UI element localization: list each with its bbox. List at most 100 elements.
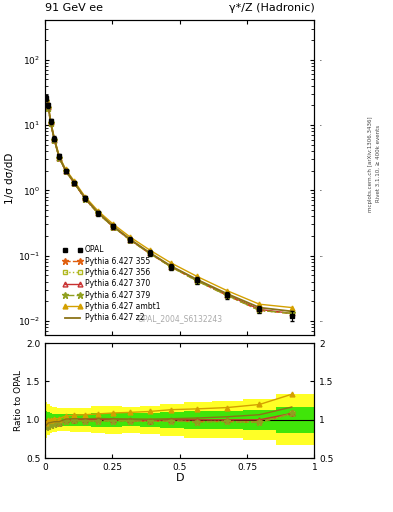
Line: Pythia 6.427 379: Pythia 6.427 379 <box>43 98 295 316</box>
Pythia 6.427 356 <box>57 155 62 161</box>
Pythia 6.427 370 <box>195 277 199 283</box>
Pythia 6.427 ambt1 <box>83 194 87 200</box>
Pythia 6.427 356 <box>63 168 68 174</box>
Pythia 6.427 ambt1 <box>46 102 51 109</box>
Pythia 6.427 z2 <box>111 223 116 229</box>
Pythia 6.427 355 <box>128 237 132 243</box>
Pythia 6.427 379 <box>72 180 77 186</box>
Pythia 6.427 355 <box>44 98 49 104</box>
Pythia 6.427 ambt1 <box>52 135 57 141</box>
X-axis label: D: D <box>176 474 184 483</box>
Pythia 6.427 ambt1 <box>289 305 294 311</box>
Pythia 6.427 355 <box>83 196 87 202</box>
Pythia 6.427 379 <box>52 137 57 143</box>
Pythia 6.427 379 <box>46 104 51 111</box>
Pythia 6.427 370 <box>72 180 77 186</box>
Pythia 6.427 355 <box>147 250 152 257</box>
Pythia 6.427 370 <box>257 306 262 312</box>
Pythia 6.427 379 <box>147 250 152 257</box>
Pythia 6.427 z2 <box>169 263 174 269</box>
Pythia 6.427 z2 <box>44 97 49 103</box>
Pythia 6.427 379 <box>111 224 116 230</box>
Pythia 6.427 ambt1 <box>95 208 100 214</box>
Pythia 6.427 z2 <box>257 305 262 311</box>
Pythia 6.427 356 <box>169 264 174 270</box>
Pythia 6.427 379 <box>128 237 132 243</box>
Pythia 6.427 z2 <box>48 119 53 125</box>
Pythia 6.427 379 <box>57 155 62 161</box>
Pythia 6.427 z2 <box>95 209 100 216</box>
Pythia 6.427 355 <box>63 168 68 174</box>
Pythia 6.427 z2 <box>225 291 230 297</box>
Pythia 6.427 379 <box>195 278 199 284</box>
Pythia 6.427 z2 <box>52 136 57 142</box>
Pythia 6.427 ambt1 <box>111 221 116 227</box>
Pythia 6.427 356 <box>289 310 294 316</box>
Pythia 6.427 379 <box>83 196 87 202</box>
Pythia 6.427 370 <box>48 119 53 125</box>
Pythia 6.427 355 <box>169 264 174 270</box>
Pythia 6.427 356 <box>83 196 87 202</box>
Pythia 6.427 356 <box>225 292 230 298</box>
Pythia 6.427 356 <box>72 180 77 186</box>
Pythia 6.427 355 <box>72 180 77 186</box>
Pythia 6.427 ambt1 <box>225 288 230 294</box>
Pythia 6.427 z2 <box>57 154 62 160</box>
Pythia 6.427 ambt1 <box>128 234 132 240</box>
Pythia 6.427 379 <box>48 120 53 126</box>
Y-axis label: Ratio to OPAL: Ratio to OPAL <box>14 370 23 431</box>
Pythia 6.427 356 <box>147 250 152 257</box>
Pythia 6.427 ambt1 <box>147 247 152 253</box>
Pythia 6.427 379 <box>63 168 68 174</box>
Pythia 6.427 370 <box>169 264 174 270</box>
Pythia 6.427 z2 <box>195 276 199 283</box>
Pythia 6.427 z2 <box>83 195 87 201</box>
Pythia 6.427 370 <box>147 250 152 256</box>
Line: Pythia 6.427 355: Pythia 6.427 355 <box>43 98 295 316</box>
Pythia 6.427 356 <box>111 224 116 230</box>
Pythia 6.427 379 <box>169 264 174 270</box>
Pythia 6.427 370 <box>57 155 62 161</box>
Pythia 6.427 370 <box>83 196 87 202</box>
Pythia 6.427 355 <box>257 307 262 313</box>
Pythia 6.427 356 <box>195 278 199 284</box>
Pythia 6.427 355 <box>57 155 62 161</box>
Legend: OPAL, Pythia 6.427 355, Pythia 6.427 356, Pythia 6.427 370, Pythia 6.427 379, Py: OPAL, Pythia 6.427 355, Pythia 6.427 356… <box>60 242 163 325</box>
Pythia 6.427 379 <box>44 98 49 104</box>
Pythia 6.427 379 <box>289 310 294 316</box>
Pythia 6.427 356 <box>257 307 262 313</box>
Text: mcplots.cern.ch [arXiv:1306.3436]: mcplots.cern.ch [arXiv:1306.3436] <box>368 116 373 211</box>
Pythia 6.427 356 <box>95 210 100 217</box>
Pythia 6.427 ambt1 <box>63 166 68 173</box>
Pythia 6.427 379 <box>257 307 262 313</box>
Line: Pythia 6.427 370: Pythia 6.427 370 <box>44 98 294 316</box>
Pythia 6.427 z2 <box>46 103 51 110</box>
Pythia 6.427 355 <box>225 292 230 298</box>
Pythia 6.427 355 <box>52 137 57 143</box>
Pythia 6.427 ambt1 <box>44 96 49 102</box>
Pythia 6.427 370 <box>225 292 230 298</box>
Pythia 6.427 z2 <box>63 167 68 174</box>
Pythia 6.427 370 <box>63 168 68 174</box>
Line: Pythia 6.427 356: Pythia 6.427 356 <box>44 99 294 315</box>
Pythia 6.427 356 <box>128 237 132 243</box>
Y-axis label: 1/σ dσ/dD: 1/σ dσ/dD <box>5 152 15 204</box>
Text: 91 GeV ee: 91 GeV ee <box>45 3 103 13</box>
Text: OPAL_2004_S6132243: OPAL_2004_S6132243 <box>137 314 222 323</box>
Pythia 6.427 356 <box>46 104 51 111</box>
Pythia 6.427 355 <box>289 310 294 316</box>
Pythia 6.427 379 <box>95 210 100 217</box>
Pythia 6.427 356 <box>52 137 57 143</box>
Pythia 6.427 355 <box>195 278 199 284</box>
Pythia 6.427 355 <box>111 224 116 230</box>
Pythia 6.427 ambt1 <box>48 118 53 124</box>
Pythia 6.427 355 <box>46 104 51 111</box>
Pythia 6.427 370 <box>128 237 132 243</box>
Pythia 6.427 370 <box>289 310 294 316</box>
Pythia 6.427 ambt1 <box>195 273 199 280</box>
Pythia 6.427 370 <box>46 104 51 110</box>
Pythia 6.427 z2 <box>289 308 294 314</box>
Pythia 6.427 356 <box>44 98 49 104</box>
Pythia 6.427 379 <box>225 292 230 298</box>
Pythia 6.427 370 <box>111 223 116 229</box>
